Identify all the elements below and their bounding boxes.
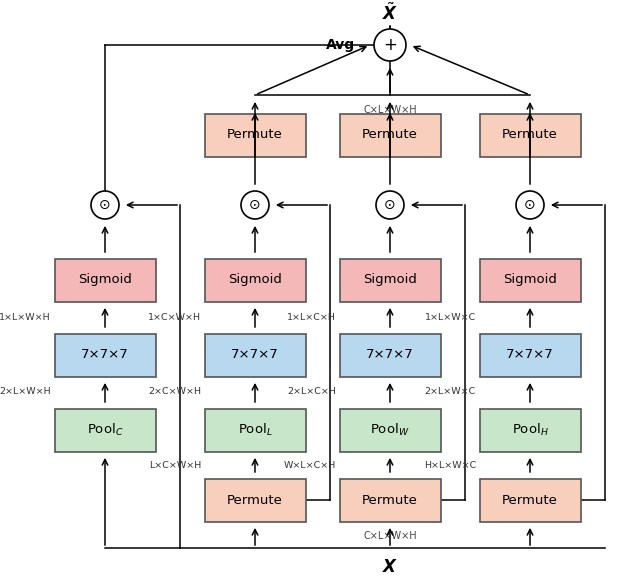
Text: $\tilde{\boldsymbol{X}}$: $\tilde{\boldsymbol{X}}$ [382, 2, 398, 24]
FancyBboxPatch shape [479, 334, 580, 377]
Text: W×L×C×H: W×L×C×H [284, 460, 336, 469]
Text: 7×7×7: 7×7×7 [231, 348, 279, 362]
Circle shape [376, 191, 404, 219]
FancyBboxPatch shape [479, 408, 580, 452]
Text: C×L×W×H: C×L×W×H [363, 105, 417, 115]
Text: 2×L×W×H: 2×L×W×H [0, 388, 51, 396]
FancyBboxPatch shape [339, 479, 440, 521]
Text: Avg: Avg [325, 38, 355, 52]
Text: Permute: Permute [502, 128, 558, 142]
FancyBboxPatch shape [205, 259, 305, 301]
Text: 2×C×W×H: 2×C×W×H [148, 388, 201, 396]
Text: $\boldsymbol{X}$: $\boldsymbol{X}$ [382, 558, 398, 576]
FancyBboxPatch shape [339, 259, 440, 301]
Text: Permute: Permute [502, 494, 558, 506]
Text: 1×L×W×H: 1×L×W×H [0, 313, 51, 321]
Text: H×L×W×C: H×L×W×C [424, 460, 476, 469]
Text: Permute: Permute [362, 128, 418, 142]
FancyBboxPatch shape [205, 408, 305, 452]
Text: 1×L×C×H: 1×L×C×H [287, 313, 336, 321]
FancyBboxPatch shape [54, 408, 156, 452]
FancyBboxPatch shape [479, 479, 580, 521]
Text: Permute: Permute [227, 128, 283, 142]
FancyBboxPatch shape [54, 334, 156, 377]
Text: Sigmoid: Sigmoid [228, 274, 282, 286]
FancyBboxPatch shape [339, 334, 440, 377]
FancyBboxPatch shape [479, 259, 580, 301]
Text: 2×L×C×H: 2×L×C×H [287, 388, 336, 396]
Text: Sigmoid: Sigmoid [503, 274, 557, 286]
Circle shape [241, 191, 269, 219]
FancyBboxPatch shape [339, 113, 440, 157]
Text: Pool$_C$: Pool$_C$ [87, 422, 124, 438]
Text: 7×7×7: 7×7×7 [366, 348, 414, 362]
Text: ⊙: ⊙ [99, 198, 111, 212]
Text: 1×C×W×H: 1×C×W×H [148, 313, 201, 321]
Text: Sigmoid: Sigmoid [363, 274, 417, 286]
Text: Permute: Permute [227, 494, 283, 506]
FancyBboxPatch shape [205, 479, 305, 521]
Circle shape [91, 191, 119, 219]
Text: Permute: Permute [362, 494, 418, 506]
Text: 7×7×7: 7×7×7 [81, 348, 129, 362]
Circle shape [374, 29, 406, 61]
Text: ⊙: ⊙ [524, 198, 536, 212]
Text: Sigmoid: Sigmoid [78, 274, 132, 286]
FancyBboxPatch shape [205, 334, 305, 377]
FancyBboxPatch shape [339, 408, 440, 452]
Circle shape [516, 191, 544, 219]
FancyBboxPatch shape [54, 259, 156, 301]
Text: C×L×W×H: C×L×W×H [363, 531, 417, 541]
Text: ⊙: ⊙ [249, 198, 261, 212]
FancyBboxPatch shape [205, 113, 305, 157]
Text: ⊙: ⊙ [384, 198, 396, 212]
Text: Pool$_W$: Pool$_W$ [371, 422, 410, 438]
Text: 1×L×W×C: 1×L×W×C [425, 313, 476, 321]
Text: L×C×W×H: L×C×W×H [148, 460, 201, 469]
Text: 7×7×7: 7×7×7 [506, 348, 554, 362]
Text: Pool$_H$: Pool$_H$ [511, 422, 548, 438]
Text: 2×L×W×C: 2×L×W×C [425, 388, 476, 396]
Text: +: + [383, 36, 397, 54]
Text: Pool$_L$: Pool$_L$ [237, 422, 272, 438]
FancyBboxPatch shape [479, 113, 580, 157]
